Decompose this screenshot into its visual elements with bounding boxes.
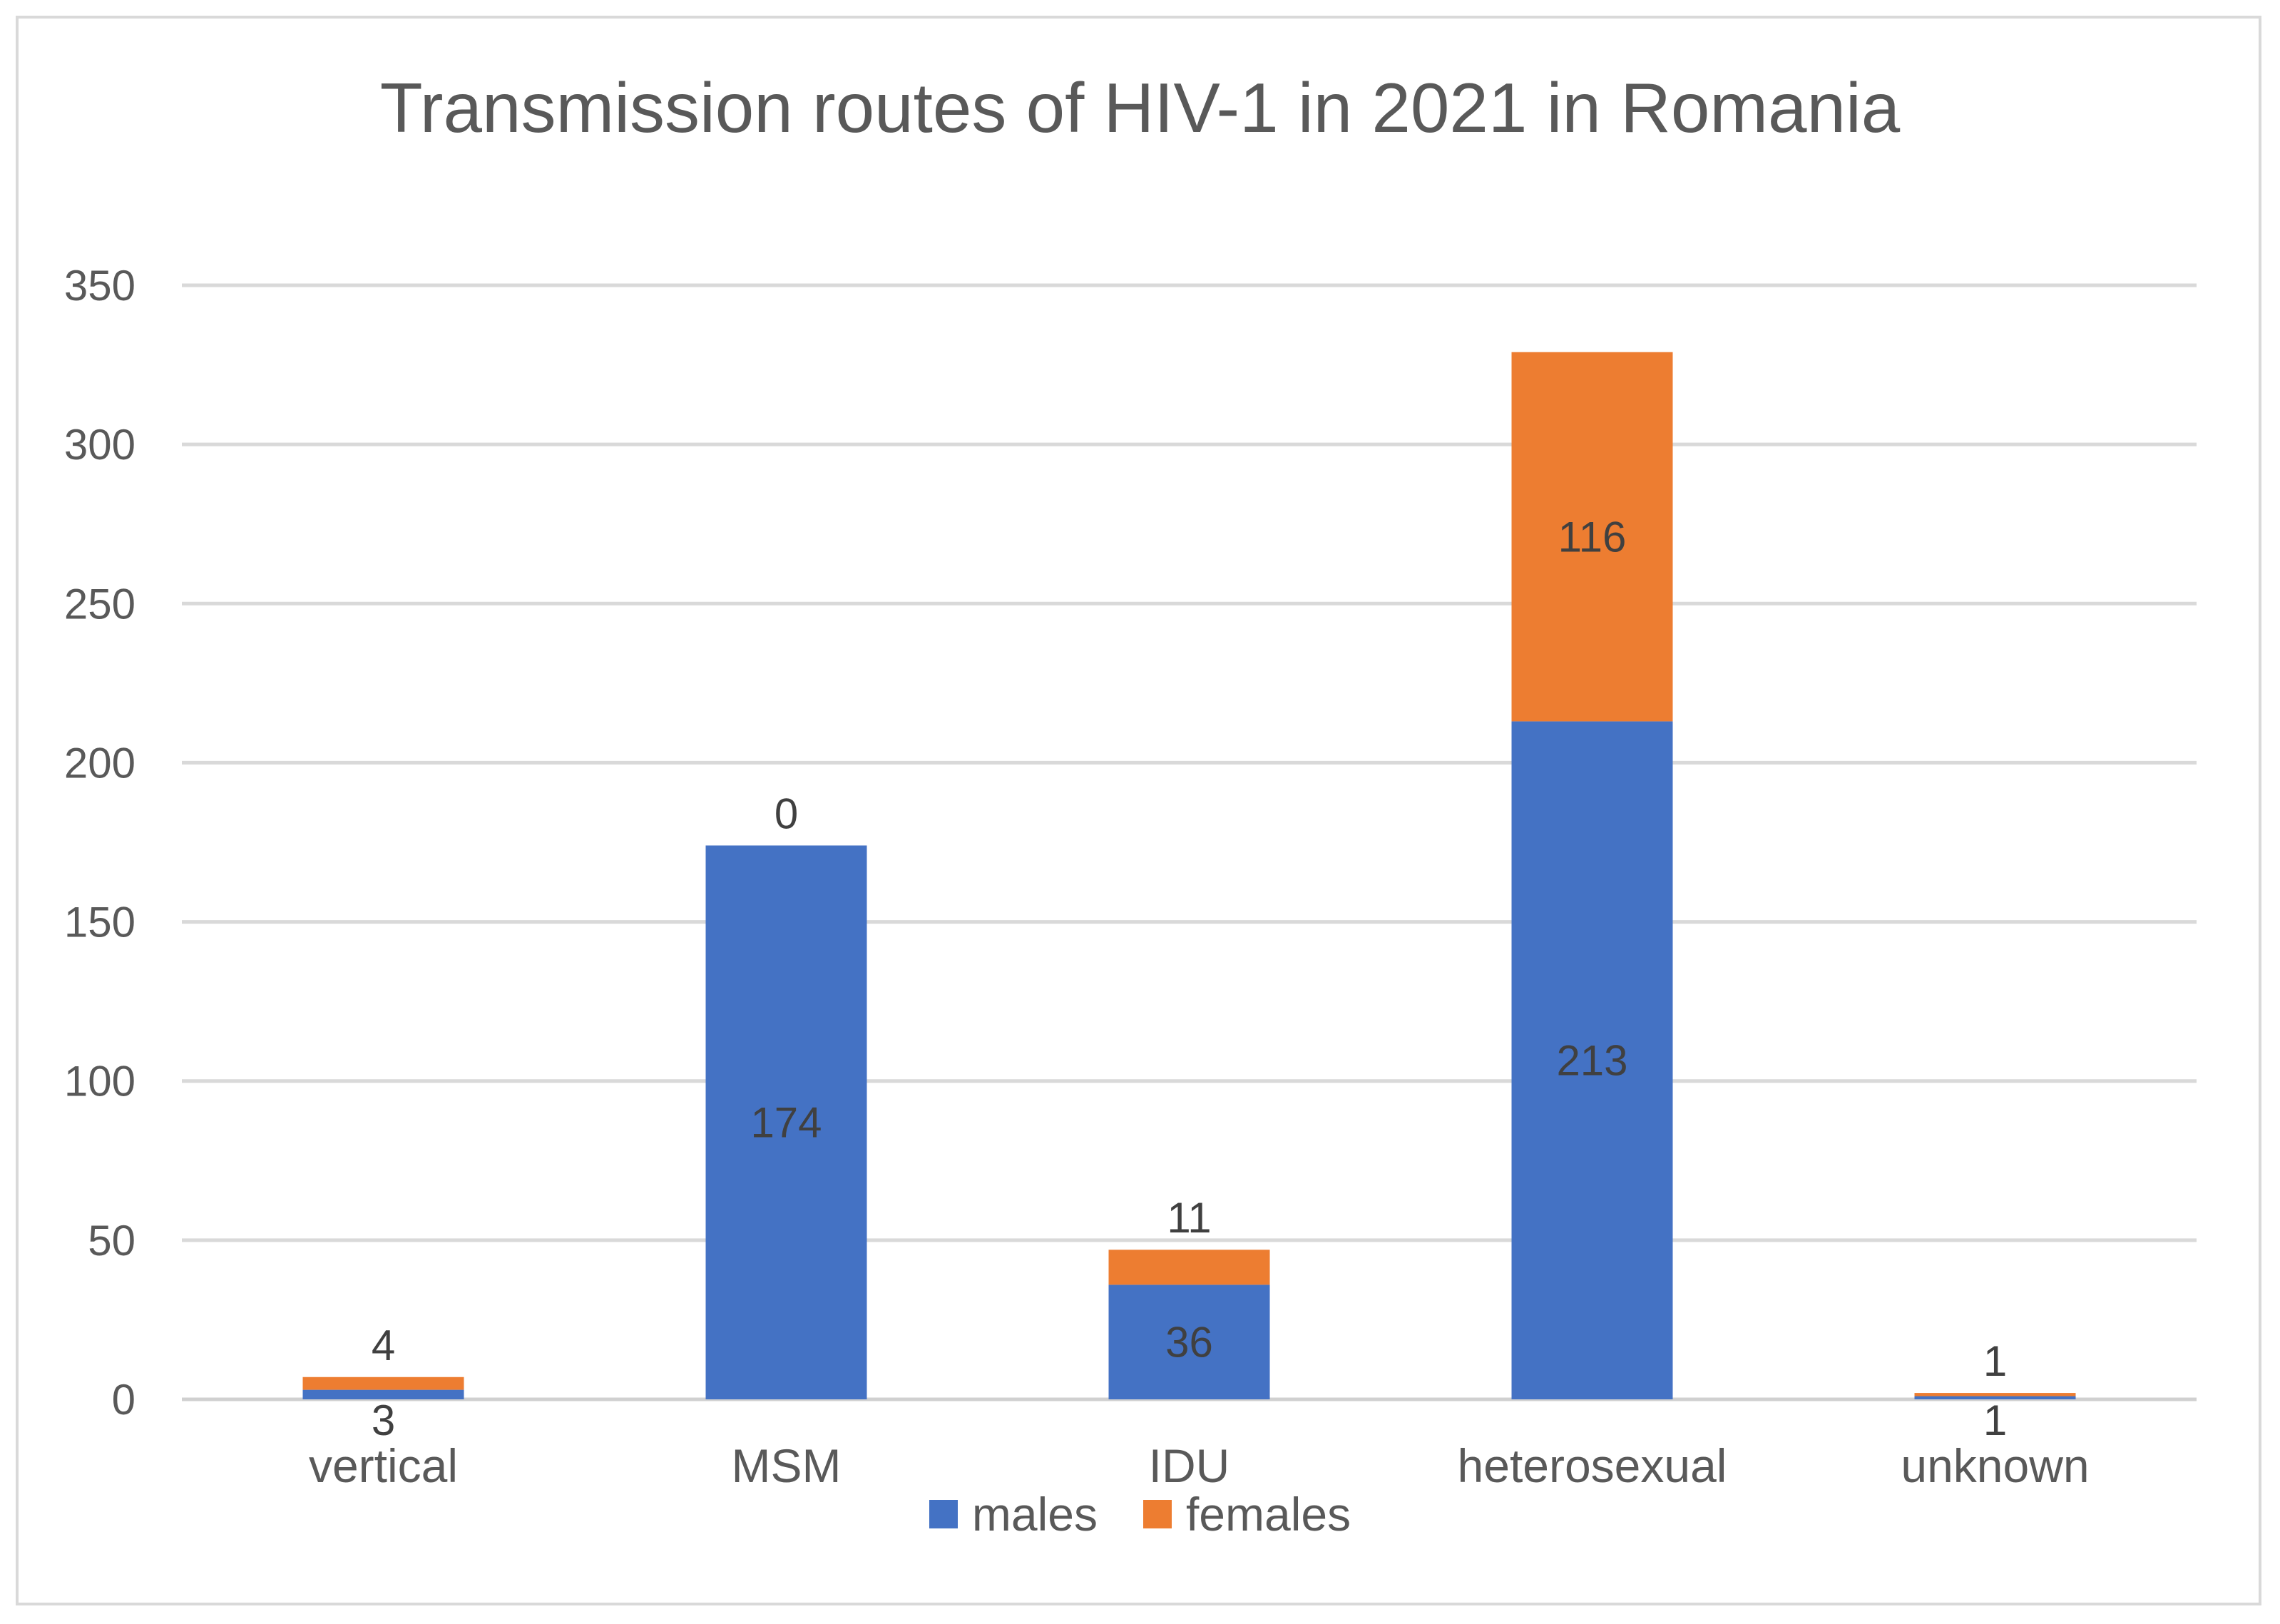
y-tick-label: 350 xyxy=(64,262,136,310)
data-label-males: 213 xyxy=(1556,1037,1627,1085)
x-category-label: vertical xyxy=(309,1439,458,1492)
legend-item-females: females xyxy=(1142,1487,1351,1541)
y-tick-label: 100 xyxy=(64,1058,136,1105)
bars xyxy=(302,352,2076,1399)
x-axis-labels: vertical MSM IDU heterosexual unknown xyxy=(309,1439,2090,1492)
x-category-label: IDU xyxy=(1149,1439,1230,1492)
data-label-males: 36 xyxy=(1165,1319,1213,1367)
legend-item-males: males xyxy=(929,1487,1098,1541)
data-label-males: 3 xyxy=(372,1396,395,1444)
x-category-label: heterosexual xyxy=(1458,1439,1727,1492)
gridlines xyxy=(182,283,2197,1401)
y-tick-label: 300 xyxy=(64,421,136,469)
bar-males-MSM xyxy=(705,845,867,1399)
bar-females-vertical xyxy=(302,1377,464,1390)
x-category-label: MSM xyxy=(732,1439,842,1492)
bar-females-IDU xyxy=(1108,1250,1270,1285)
legend-label-females: females xyxy=(1185,1488,1351,1541)
bar-males-unknown xyxy=(1914,1396,2076,1399)
bar-males-heterosexual xyxy=(1511,721,1673,1399)
data-label-males: 1 xyxy=(1983,1396,2007,1444)
bar-females-heterosexual xyxy=(1511,352,1673,722)
data-label-females: 0 xyxy=(775,790,798,837)
chart-title: Transmission routes of HIV-1 in 2021 in … xyxy=(379,68,1901,147)
legend: males females xyxy=(0,1487,2280,1541)
data-label-females: 1 xyxy=(1983,1337,2007,1385)
y-tick-label: 50 xyxy=(88,1217,136,1265)
y-tick-label: 250 xyxy=(64,580,136,628)
y-axis-ticks: 0 50 100 150 200 250 300 350 xyxy=(64,262,136,1424)
y-tick-label: 200 xyxy=(64,739,136,787)
y-tick-label: 0 xyxy=(112,1376,136,1424)
data-label-females: 116 xyxy=(1558,514,1627,561)
x-category-label: unknown xyxy=(1901,1439,2089,1492)
y-tick-label: 150 xyxy=(64,899,136,946)
bar-females-unknown xyxy=(1914,1393,2076,1396)
legend-label-males: males xyxy=(971,1488,1098,1541)
data-label-females: 4 xyxy=(372,1322,395,1369)
bar-males-IDU xyxy=(1108,1285,1270,1399)
legend-swatch-females xyxy=(1142,1500,1172,1528)
legend-swatch-males xyxy=(929,1500,958,1528)
data-label-females: 11 xyxy=(1167,1194,1211,1242)
bar-males-vertical xyxy=(302,1389,464,1399)
data-label-males: 174 xyxy=(750,1099,822,1147)
